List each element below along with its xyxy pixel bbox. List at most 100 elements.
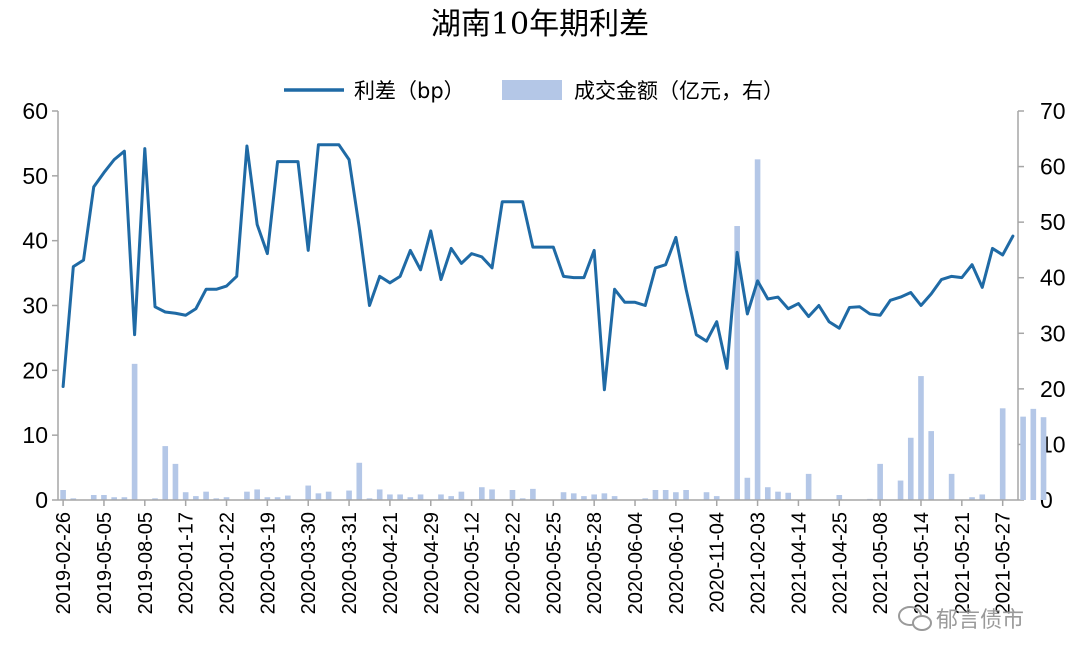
x-tick-label: 2021-04-14: [788, 512, 810, 614]
bar-mark: [284, 495, 291, 500]
bar-mark: [193, 496, 199, 500]
bar-mark: [346, 490, 352, 500]
bar-mark: [969, 497, 975, 500]
wechat-icon: [898, 606, 932, 631]
x-tick-label: 2021-05-27: [993, 512, 1015, 614]
bar-mark: [244, 491, 250, 500]
bar-mark: [703, 492, 710, 500]
bar-mark: [683, 489, 689, 500]
bar-mark: [172, 463, 179, 500]
bar-mark: [407, 497, 414, 500]
bar-mark: [376, 489, 383, 500]
bar-mark: [775, 491, 781, 500]
bar-mark: [131, 363, 138, 500]
x-tick-label: 2020-05-22: [502, 512, 524, 614]
bar-mark: [60, 489, 66, 500]
bar-mark: [366, 498, 373, 500]
bar-mark: [315, 493, 322, 500]
right-tick-label: 50: [1040, 209, 1066, 235]
bar-mark: [203, 491, 209, 500]
bar-mark: [356, 462, 363, 500]
bar-mark: [101, 494, 107, 500]
bar-mark: [560, 492, 567, 500]
legend: 利差（bp） 成交金额（亿元，右）: [284, 79, 784, 103]
bar-mark: [897, 480, 904, 500]
bar-mark: [652, 489, 659, 500]
left-tick-label: 50: [22, 163, 48, 189]
x-tick-label: 2019-02-26: [53, 512, 75, 614]
bar-mark: [918, 376, 924, 500]
right-tick-label: 40: [1040, 265, 1066, 291]
bar-mark: [713, 496, 720, 500]
bar-mark: [1030, 408, 1037, 500]
x-tick-label: 2021-05-14: [911, 512, 933, 614]
bar-mark: [264, 497, 271, 500]
bar-mark: [387, 494, 393, 500]
watermark-text: 郁言债市: [936, 608, 1024, 633]
legend-bar-swatch: [502, 80, 562, 100]
bar-mark: [70, 498, 77, 500]
bar-mark: [509, 489, 516, 500]
bar-mark: [417, 494, 424, 500]
bar-mark: [928, 431, 934, 500]
bar-mark: [458, 491, 465, 500]
bar-mark: [448, 496, 454, 500]
left-tick-label: 30: [22, 293, 48, 319]
bar-mark: [325, 491, 332, 500]
bar-mark: [601, 493, 608, 500]
bar-mark: [182, 492, 189, 500]
bar-mark: [907, 437, 914, 500]
x-tick-label: 2021-02-03: [748, 512, 770, 614]
bar-mark: [570, 493, 577, 500]
x-tick-label: 2020-03-30: [298, 512, 320, 614]
bar-mark: [530, 488, 536, 500]
x-tick-label: 2020-06-04: [625, 512, 647, 614]
x-tick-label: 2020-01-22: [217, 512, 239, 614]
right-tick-label: 30: [1040, 320, 1066, 346]
x-tick-label: 2020-03-19: [257, 512, 279, 614]
bar-mark: [591, 494, 597, 500]
right-tick-label: 70: [1040, 98, 1066, 124]
bar-mark: [877, 463, 883, 500]
x-tick-label: 2021-05-08: [870, 512, 892, 614]
right-tick-label: 60: [1040, 154, 1066, 180]
bar-mark: [162, 446, 169, 500]
left-tick-label: 10: [22, 422, 48, 448]
bar-mark: [152, 498, 158, 500]
bar-mark: [642, 498, 649, 500]
bar-mark: [1020, 416, 1026, 500]
bar-mark: [662, 489, 669, 500]
bar-mark: [438, 494, 444, 500]
bar-mark: [744, 477, 751, 500]
x-tick-label: 2020-06-10: [666, 512, 688, 614]
bar-mark: [673, 492, 679, 500]
left-tick-label: 40: [22, 228, 48, 254]
x-tick-label: 2020-11-04: [707, 512, 729, 613]
bar-mark: [1040, 417, 1047, 500]
bar-mark: [90, 494, 97, 500]
bar-mark: [111, 497, 117, 500]
x-tick-label: 2020-05-25: [543, 512, 565, 614]
x-tick-label: 2019-08-05: [135, 512, 157, 614]
bar-mark: [479, 487, 485, 500]
spread-line: [61, 143, 1015, 392]
left-y-axis: 0 10 20 30 40 50 60: [22, 98, 59, 513]
watermark: 郁言债市: [898, 606, 1024, 633]
x-tick-label: 2021-05-21: [952, 512, 974, 614]
bar-mark: [999, 408, 1006, 500]
bar-mark: [734, 226, 740, 501]
bar-mark: [397, 494, 403, 500]
bar-mark: [519, 498, 526, 500]
x-tick-label: 2020-05-28: [584, 512, 606, 614]
x-axis: 2019-02-26 2019-05-05 2019-08-05 2020-01-17…: [53, 499, 1018, 614]
line-series: [61, 143, 1015, 392]
bar-mark: [948, 473, 955, 500]
bar-mark: [611, 496, 618, 500]
bar-mark: [805, 473, 812, 500]
left-tick-label: 20: [22, 357, 48, 383]
bar-series: [60, 159, 1047, 501]
bar-mark: [785, 492, 792, 500]
bar-mark: [754, 159, 761, 500]
bar-mark: [274, 497, 281, 500]
